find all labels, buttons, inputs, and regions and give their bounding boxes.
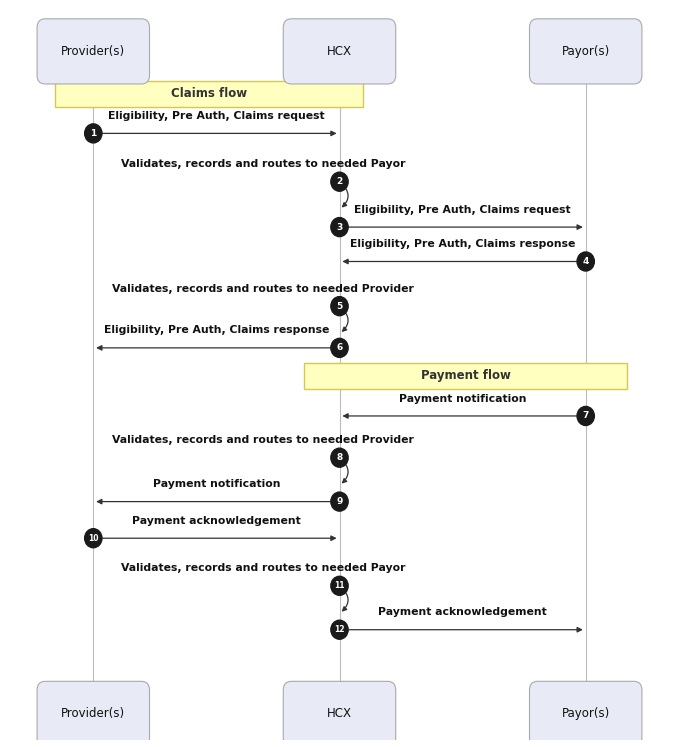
Text: Eligibility, Pre Auth, Claims request: Eligibility, Pre Auth, Claims request [354, 205, 571, 214]
Text: HCX: HCX [327, 707, 352, 720]
FancyBboxPatch shape [530, 19, 642, 84]
Text: Eligibility, Pre Auth, Claims response: Eligibility, Pre Auth, Claims response [104, 326, 329, 335]
Text: 5: 5 [336, 302, 343, 311]
FancyBboxPatch shape [530, 681, 642, 746]
Text: 3: 3 [336, 223, 343, 232]
Text: Eligibility, Pre Auth, Claims response: Eligibility, Pre Auth, Claims response [350, 239, 575, 249]
Text: 10: 10 [88, 533, 98, 543]
Text: 11: 11 [334, 581, 345, 590]
Text: 6: 6 [336, 344, 343, 353]
Text: Payment notification: Payment notification [399, 394, 526, 403]
Text: 8: 8 [336, 453, 343, 462]
Text: Payment acknowledgement: Payment acknowledgement [378, 607, 547, 617]
FancyBboxPatch shape [37, 681, 149, 746]
Text: Claims flow: Claims flow [170, 87, 246, 100]
Circle shape [331, 576, 348, 595]
Circle shape [85, 124, 102, 143]
Text: Payment acknowledgement: Payment acknowledgement [132, 515, 301, 526]
Text: Provider(s): Provider(s) [61, 707, 126, 720]
Text: Provider(s): Provider(s) [61, 45, 126, 58]
Circle shape [331, 297, 348, 316]
Text: Payor(s): Payor(s) [562, 707, 610, 720]
Circle shape [331, 217, 348, 237]
FancyBboxPatch shape [55, 81, 363, 107]
Circle shape [331, 338, 348, 357]
Circle shape [331, 173, 348, 191]
Text: Validates, records and routes to needed Provider: Validates, records and routes to needed … [112, 436, 414, 445]
Circle shape [577, 252, 594, 271]
Text: 7: 7 [583, 412, 589, 421]
Text: 9: 9 [336, 497, 343, 506]
Circle shape [331, 492, 348, 511]
FancyBboxPatch shape [283, 19, 396, 84]
Text: Validates, records and routes to needed Payor: Validates, records and routes to needed … [121, 563, 405, 574]
Circle shape [331, 620, 348, 639]
Text: HCX: HCX [327, 45, 352, 58]
Text: Payment flow: Payment flow [421, 369, 511, 382]
Text: 2: 2 [336, 177, 343, 186]
Text: 4: 4 [583, 257, 589, 266]
Text: Payor(s): Payor(s) [562, 45, 610, 58]
Text: Eligibility, Pre Auth, Claims request: Eligibility, Pre Auth, Claims request [108, 111, 325, 121]
FancyBboxPatch shape [37, 19, 149, 84]
Text: Payment notification: Payment notification [153, 479, 280, 489]
Text: 1: 1 [90, 129, 96, 138]
Text: Validates, records and routes to needed Provider: Validates, records and routes to needed … [112, 284, 414, 294]
Circle shape [85, 529, 102, 548]
Text: Validates, records and routes to needed Payor: Validates, records and routes to needed … [121, 159, 405, 170]
Circle shape [577, 406, 594, 426]
Text: 12: 12 [334, 625, 345, 634]
FancyBboxPatch shape [304, 362, 627, 389]
FancyBboxPatch shape [283, 681, 396, 746]
Circle shape [331, 448, 348, 467]
